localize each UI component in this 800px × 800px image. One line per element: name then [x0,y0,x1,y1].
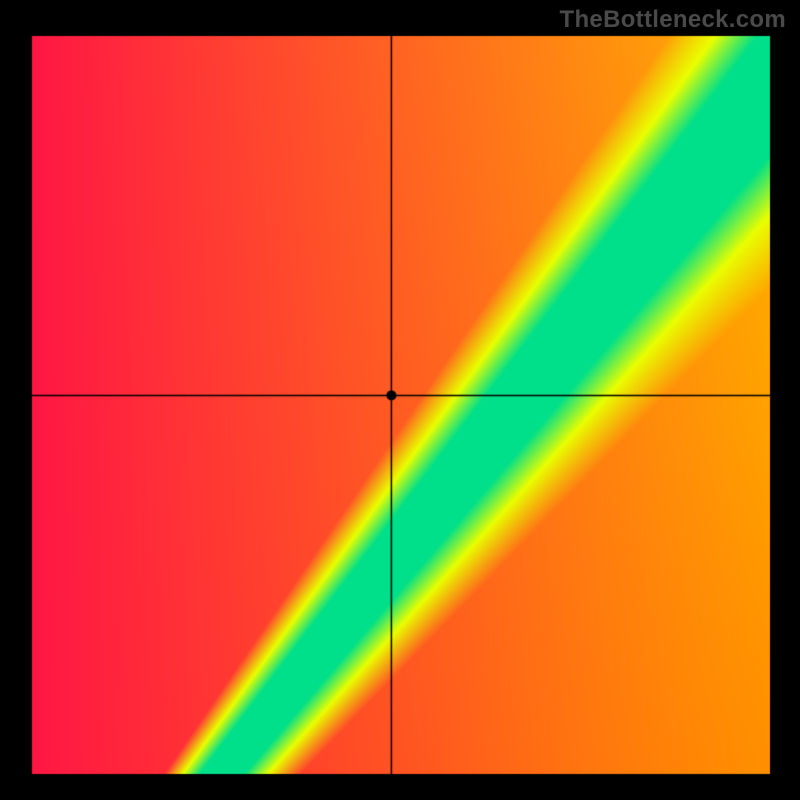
chart-container: TheBottleneck.com [0,0,800,800]
heatmap-canvas [0,0,800,800]
watermark-text: TheBottleneck.com [560,6,786,34]
